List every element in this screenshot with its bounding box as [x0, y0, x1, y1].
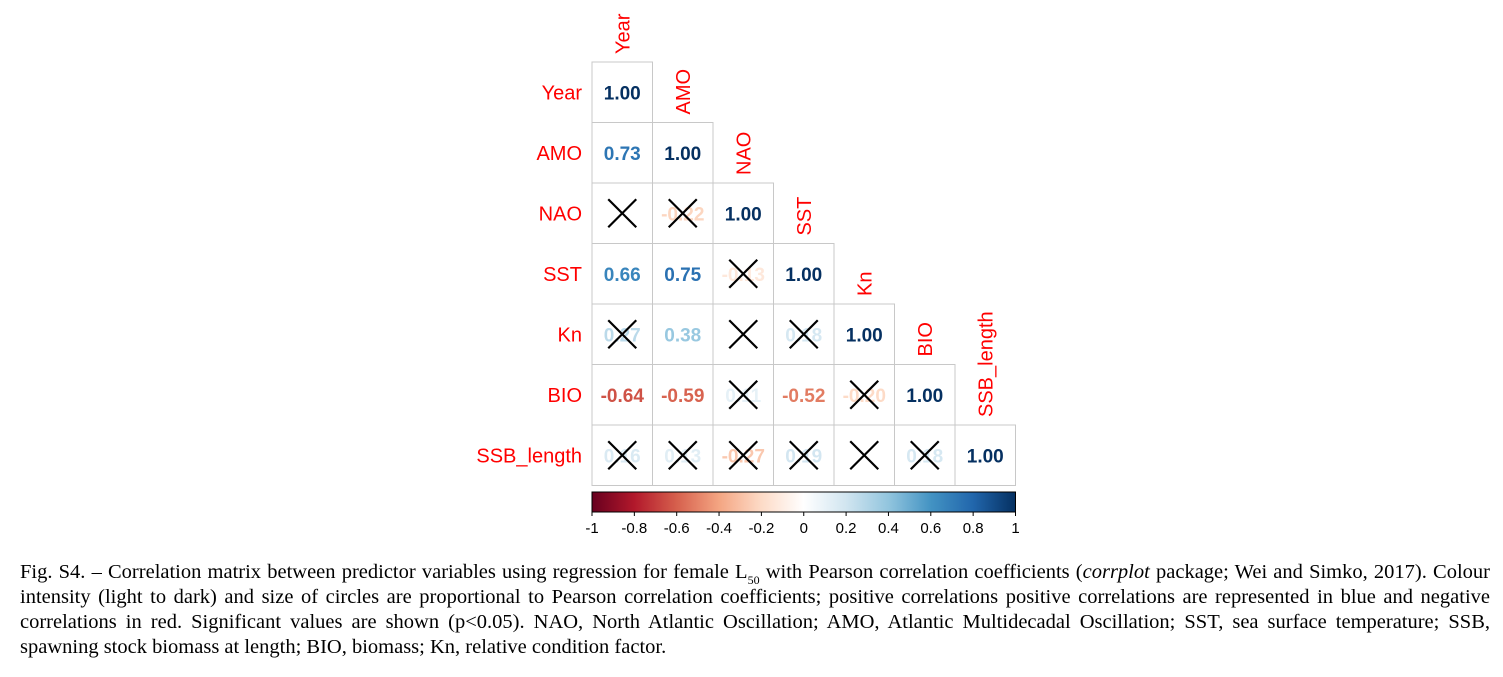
caption-text-3: package; Wei and Simko, 2017). Colour in…	[20, 561, 1490, 658]
non-significant-cross-icon	[849, 379, 880, 410]
colorbar-tick-label: 0	[800, 520, 808, 537]
caption-fig-label: Fig. S4.	[20, 561, 86, 583]
colorbar-tick-label: 0.2	[836, 520, 857, 537]
cell-AMO-AMO	[652, 122, 714, 184]
value-label-SST-AMO: 0.75	[664, 265, 701, 286]
caption-text-2: with Pearson correlation coefficients (	[759, 561, 1083, 583]
colorbar-tick-label: 0.8	[963, 520, 984, 537]
cell-BIO-Year	[591, 364, 653, 426]
cell-Year-Year	[591, 61, 653, 123]
colorbar-tick-label: -0.4	[706, 520, 732, 537]
row-label: BIO	[548, 385, 582, 407]
value-label-Year-Year: 1.00	[604, 83, 641, 104]
colorbar-tick-label: -0.8	[621, 520, 647, 537]
column-label: Year	[612, 13, 634, 54]
column-label: SST	[794, 197, 816, 236]
cell-AMO-Year	[591, 122, 653, 184]
row-label: SSB_length	[476, 445, 582, 467]
non-significant-cross-icon	[667, 440, 698, 471]
cell-BIO-BIO	[894, 364, 956, 426]
cell-BIO-AMO	[652, 364, 714, 426]
non-significant-cross-icon	[788, 319, 819, 350]
cell-SST-AMO	[652, 243, 714, 305]
caption-text-1: – Correlation matrix between predictor v…	[91, 561, 748, 583]
value-label-AMO-Year: 0.73	[604, 144, 641, 165]
non-significant-cross-icon	[728, 258, 759, 289]
cell-SST-SST	[773, 243, 835, 305]
non-significant-cross-icon	[728, 319, 759, 350]
row-label: Year	[542, 82, 583, 104]
non-significant-cross-icon	[849, 440, 880, 471]
value-label-SST-SST: 1.00	[785, 265, 822, 286]
value-label-SSB_length-SSB_length: 1.00	[967, 446, 1004, 467]
colorbar-tick-label: 0.6	[920, 520, 941, 537]
non-significant-cross-icon	[728, 379, 759, 410]
row-label: AMO	[536, 143, 582, 165]
row-label: Kn	[558, 324, 582, 346]
caption-subscript: 50	[747, 573, 760, 587]
row-label: NAO	[539, 203, 582, 225]
column-label: AMO	[673, 69, 695, 115]
matrix-cells: 1.000.731.00-0.221.000.660.75-0.131.000.…	[591, 61, 1016, 486]
value-label-BIO-Year: -0.64	[601, 386, 645, 407]
cell-SST-Year	[591, 243, 653, 305]
non-significant-cross-icon	[909, 440, 940, 471]
non-significant-cross-icon	[607, 319, 638, 350]
colorbar-tick-label: -0.2	[748, 520, 774, 537]
value-label-SST-Year: 0.66	[604, 265, 641, 286]
row-label: SST	[543, 264, 582, 286]
correlation-matrix-chart: 1.000.731.00-0.221.000.660.75-0.131.000.…	[476, 13, 1020, 537]
column-labels: Year AMO NAO SST Kn BIO SSB_length	[612, 13, 997, 417]
value-label-BIO-BIO: 1.00	[906, 386, 943, 407]
non-significant-cross-icon	[667, 198, 698, 229]
non-significant-cross-icon	[788, 440, 819, 471]
colorbar-tick-label: 1	[1011, 520, 1019, 537]
value-label-Kn-Kn: 1.00	[846, 325, 883, 346]
column-label: Kn	[854, 272, 876, 296]
figure-caption: Fig. S4. – Correlation matrix between pr…	[20, 560, 1490, 660]
value-label-Kn-AMO: 0.38	[664, 325, 701, 346]
non-significant-cross-icon	[607, 440, 638, 471]
value-label-AMO-AMO: 1.00	[664, 144, 701, 165]
colorbar-gradient	[591, 491, 1016, 513]
non-significant-cross-icon	[607, 198, 638, 229]
colorbar-tick-label: -0.6	[664, 520, 690, 537]
column-label: SSB_length	[975, 311, 997, 417]
column-label: BIO	[915, 322, 937, 356]
colorbar-tick-label: 0.4	[878, 520, 899, 537]
row-labels: Year AMO NAO SST Kn BIO SSB_length	[476, 82, 582, 467]
caption-italic: corrplot	[1082, 561, 1150, 583]
colorbar-ticks: -1 -0.8 -0.6 -0.4 -0.2 0 0.2 0.4 0.6 0.8 1	[585, 512, 1020, 537]
cell-NAO-NAO	[712, 182, 774, 244]
value-label-NAO-NAO: 1.00	[725, 204, 762, 225]
cell-SSB_length-SSB_length	[954, 424, 1016, 486]
value-label-BIO-SST: -0.52	[782, 386, 825, 407]
value-label-BIO-AMO: -0.59	[661, 386, 704, 407]
colorbar	[591, 491, 1016, 513]
column-label: NAO	[733, 132, 755, 175]
colorbar-tick-label: -1	[585, 520, 598, 537]
non-significant-cross-icon	[728, 440, 759, 471]
